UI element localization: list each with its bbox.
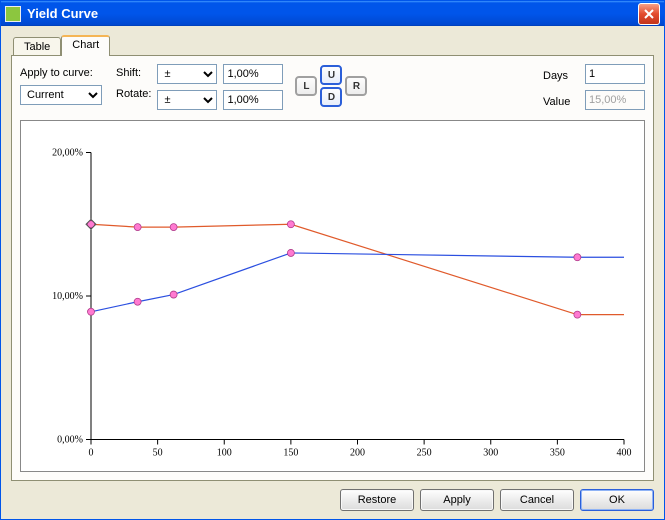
value-input [585, 90, 645, 110]
apply-button[interactable]: Apply [420, 489, 494, 511]
svg-text:100: 100 [217, 448, 232, 459]
shift-sign-select[interactable]: ± [157, 64, 217, 84]
svg-text:250: 250 [417, 448, 432, 459]
window-title: Yield Curve [27, 6, 638, 21]
cancel-button[interactable]: Cancel [500, 489, 574, 511]
button-left[interactable]: L [295, 76, 317, 96]
days-input[interactable] [585, 64, 645, 84]
button-up[interactable]: U [320, 65, 342, 85]
arrow-buttons: L U D R [295, 65, 367, 107]
curve-select[interactable]: Current [20, 85, 102, 105]
yield-curve-chart: 0 50 100 150 200 250 300 350 400 0,00% 10,00% 20,00… [21, 121, 644, 471]
svg-text:350: 350 [550, 448, 565, 459]
rotate-label: Rotate: [116, 85, 151, 100]
svg-text:50: 50 [153, 448, 163, 459]
ok-button[interactable]: OK [580, 489, 654, 511]
app-icon [5, 6, 21, 22]
tab-chart[interactable]: Chart [61, 35, 110, 56]
tabs: Table Chart [13, 35, 654, 56]
shift-label: Shift: [116, 64, 151, 79]
yield-curve-window: Yield Curve Table Chart Apply to curve: … [0, 0, 665, 520]
rotate-value-input[interactable] [223, 90, 283, 110]
tab-table[interactable]: Table [13, 37, 61, 56]
window-body: Table Chart Apply to curve: Current Shif… [1, 26, 664, 519]
svg-text:20,00%: 20,00% [52, 148, 83, 159]
close-icon [644, 9, 654, 19]
close-button[interactable] [638, 3, 660, 25]
apply-to-curve-label: Apply to curve: [20, 64, 102, 79]
svg-text:0,00%: 0,00% [57, 435, 83, 446]
button-down[interactable]: D [320, 87, 342, 107]
rotate-sign-select[interactable]: ± [157, 90, 217, 110]
value-label: Value [543, 93, 579, 108]
restore-button[interactable]: Restore [340, 489, 414, 511]
titlebar[interactable]: Yield Curve [1, 1, 664, 26]
right-fields: Days Value [543, 64, 645, 110]
shift-value-input[interactable] [223, 64, 283, 84]
days-label: Days [543, 67, 579, 82]
svg-text:200: 200 [350, 448, 365, 459]
dialog-buttons: Restore Apply Cancel OK [11, 481, 654, 511]
chart-area: 0 50 100 150 200 250 300 350 400 0,00% 10,00% 20,00… [20, 120, 645, 472]
svg-text:150: 150 [283, 448, 298, 459]
button-right[interactable]: R [345, 76, 367, 96]
svg-text:400: 400 [617, 448, 632, 459]
svg-text:300: 300 [483, 448, 498, 459]
controls-row: Apply to curve: Current Shift: Rotate: ±… [20, 64, 645, 110]
svg-text:10,00%: 10,00% [52, 291, 83, 302]
tabpanel-chart: Apply to curve: Current Shift: Rotate: ±… [11, 55, 654, 481]
svg-text:0: 0 [89, 448, 94, 459]
